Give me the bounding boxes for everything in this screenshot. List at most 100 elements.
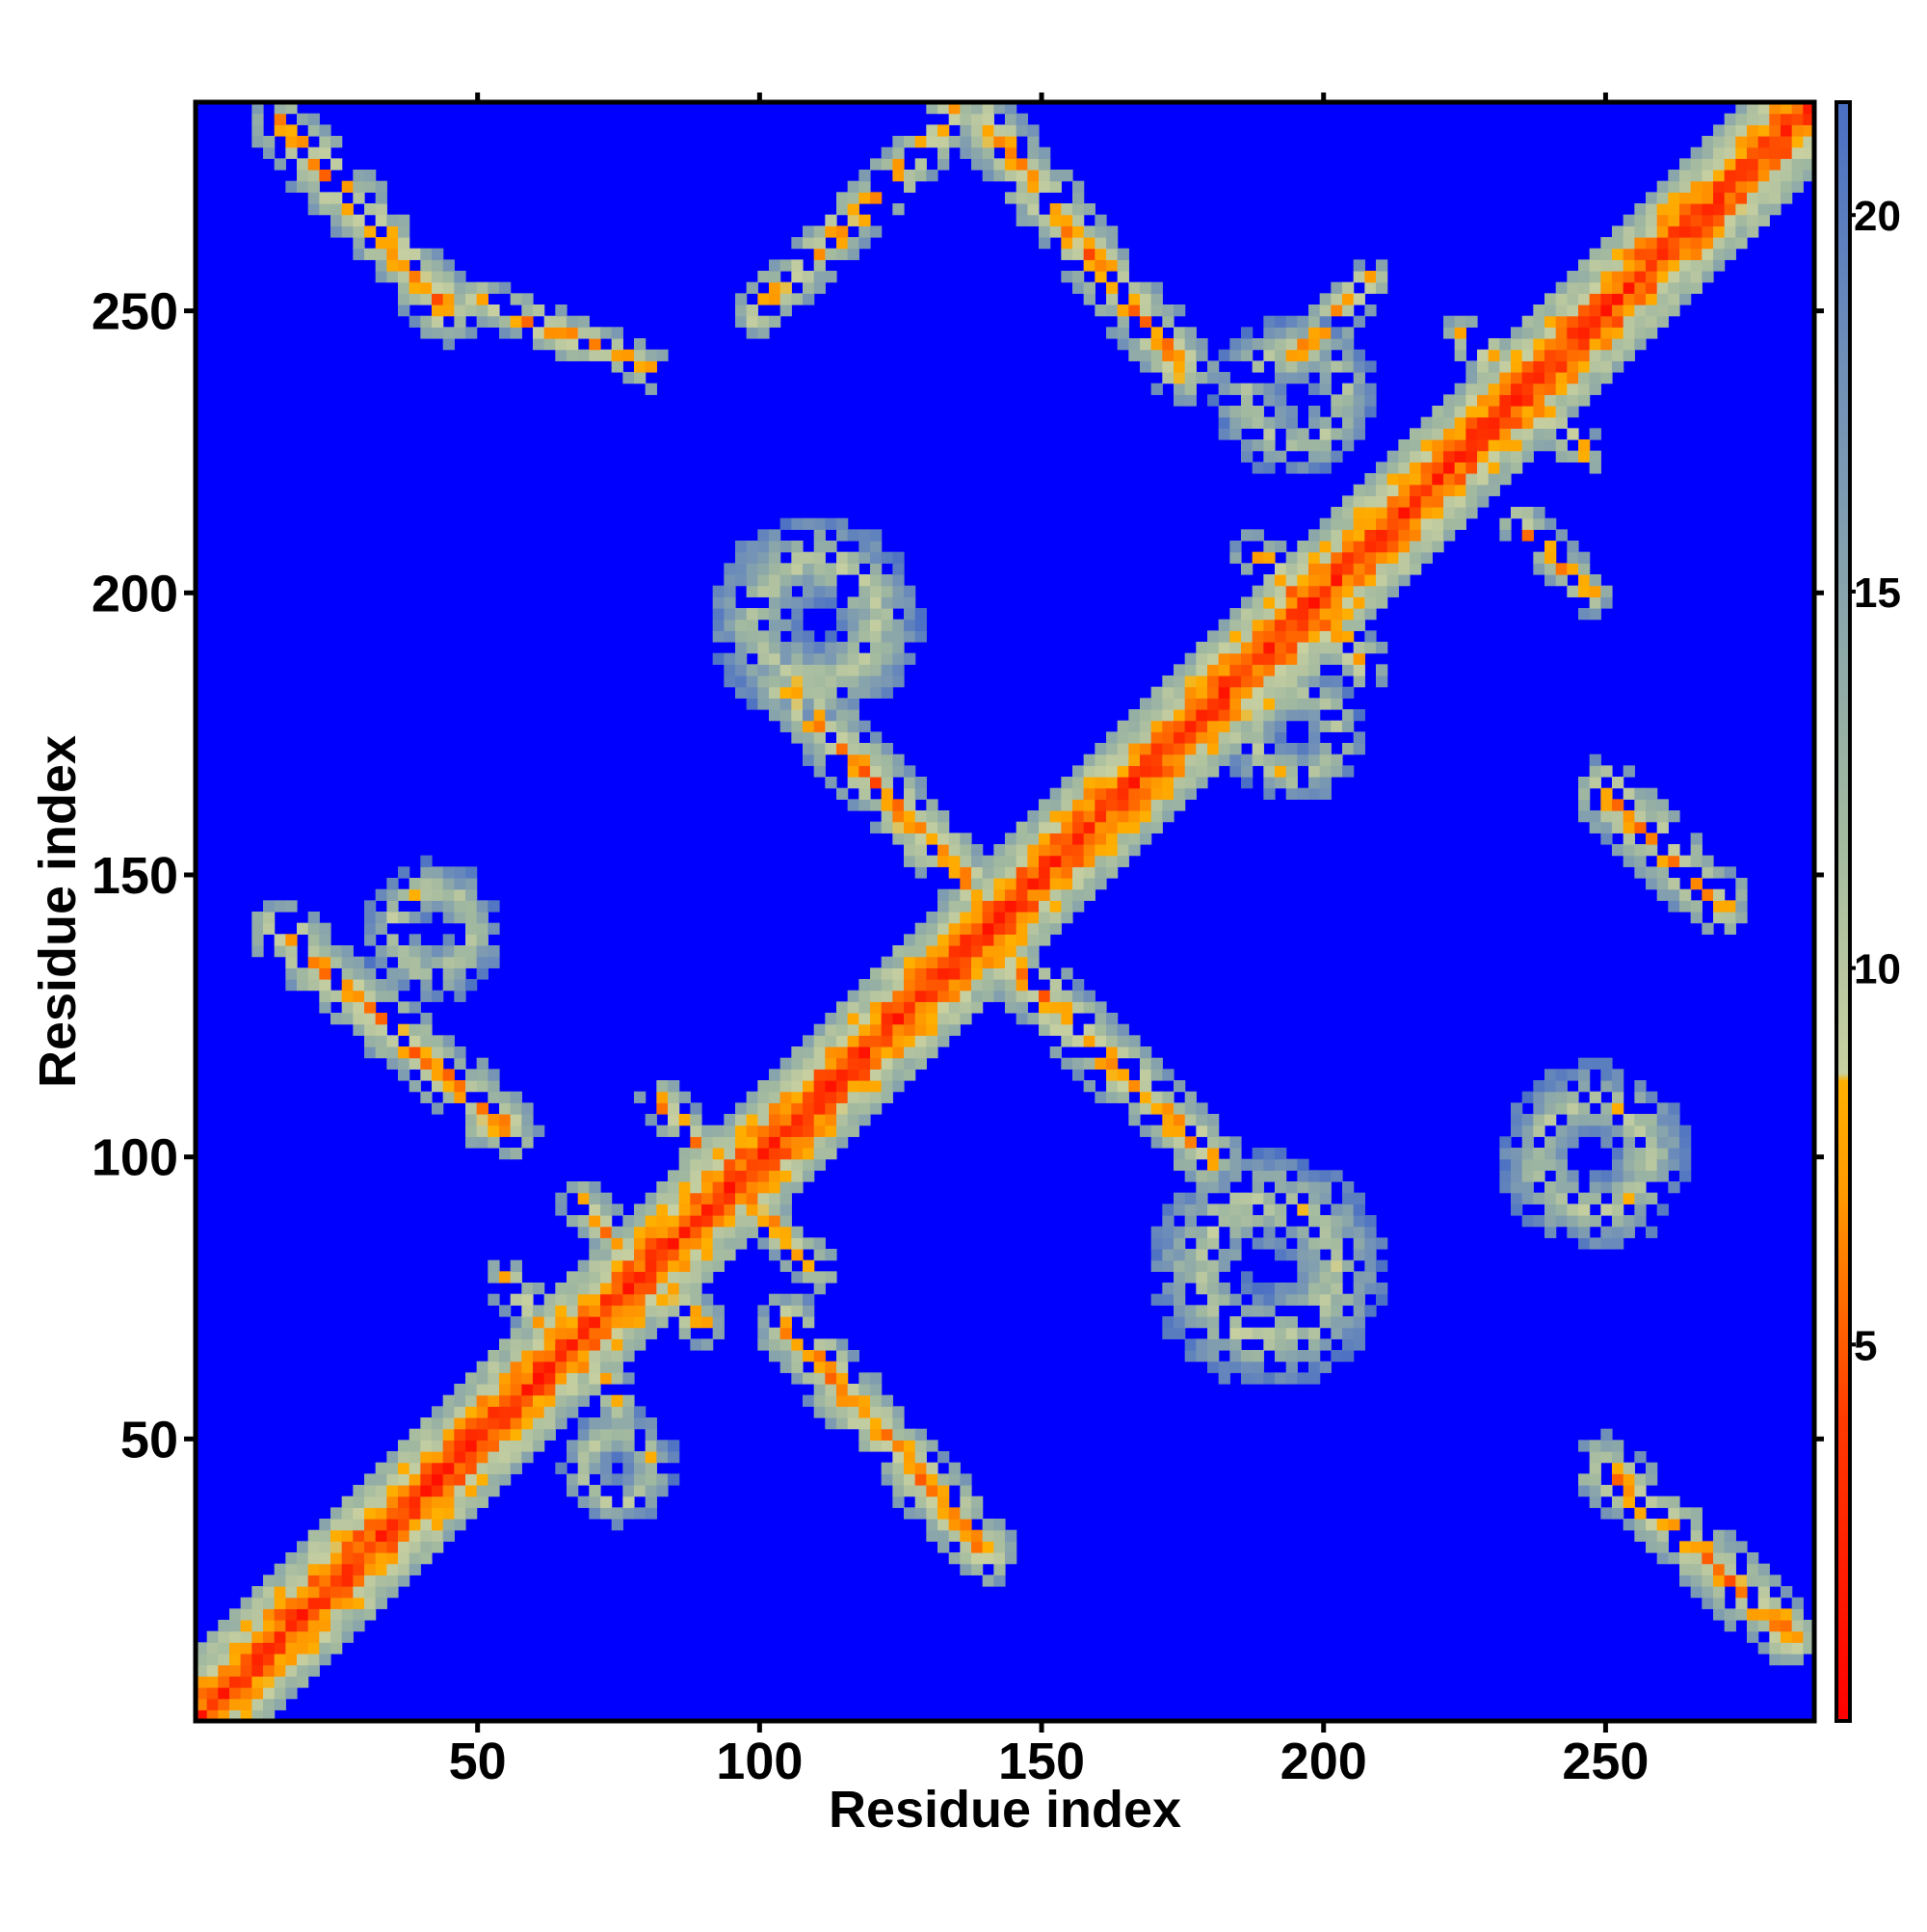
heatmap-cell (858, 225, 871, 238)
heatmap-cell (1544, 1114, 1557, 1126)
heatmap-cell (420, 866, 433, 879)
heatmap-cell (251, 1586, 264, 1599)
heatmap-cell (1162, 360, 1175, 373)
heatmap-cell (1162, 1114, 1175, 1126)
heatmap-cell (960, 1519, 972, 1531)
heatmap-cell (1465, 439, 1478, 452)
heatmap-cell (577, 1384, 590, 1396)
heatmap-cell (1241, 652, 1254, 665)
heatmap-cell (1747, 158, 1759, 171)
heatmap-cell (1533, 1102, 1545, 1115)
heatmap-cell (622, 1406, 635, 1418)
heatmap-cell (791, 1046, 804, 1059)
heatmap-cell (398, 1552, 410, 1565)
heatmap-cell (1544, 360, 1557, 373)
heatmap-cell (1174, 1136, 1186, 1149)
heatmap-cell (836, 743, 849, 755)
heatmap-cell (1713, 888, 1726, 901)
heatmap-cell (1285, 1283, 1298, 1295)
heatmap-cell (1567, 1114, 1579, 1126)
heatmap-cell (645, 1259, 657, 1272)
heatmap-cell (690, 1102, 702, 1115)
heatmap-cell (1398, 541, 1411, 553)
heatmap-cell (196, 1687, 208, 1700)
heatmap-cell (1454, 450, 1466, 463)
heatmap-cell (1690, 180, 1703, 193)
heatmap-cell (510, 1125, 522, 1137)
heatmap-cell (1229, 652, 1242, 665)
heatmap-cell (836, 664, 849, 676)
heatmap-cell (779, 1237, 792, 1250)
heatmap-cell (1319, 372, 1332, 384)
heatmap-cell (1049, 922, 1062, 935)
heatmap-cell (746, 608, 758, 621)
heatmap-cell (701, 1181, 714, 1194)
heatmap-cell (645, 1485, 657, 1497)
heatmap-cell (420, 1507, 433, 1520)
heatmap-cell (1398, 551, 1411, 564)
heatmap-cell (1612, 1440, 1624, 1452)
heatmap-cell (1398, 517, 1411, 530)
heatmap-cell (1420, 517, 1433, 530)
heatmap-cell (1039, 799, 1051, 811)
heatmap-cell (1016, 1013, 1028, 1025)
heatmap-cell (1690, 1575, 1703, 1587)
heatmap-cell (465, 1136, 478, 1149)
heatmap-cell (1252, 1170, 1264, 1182)
heatmap-cell (1353, 574, 1365, 587)
heatmap-cell (1005, 922, 1017, 935)
heatmap-cell (1308, 720, 1321, 732)
heatmap-cell (803, 1271, 815, 1284)
heatmap-cell (611, 1338, 623, 1351)
heatmap-cell (847, 1394, 859, 1407)
heatmap-cell (1386, 517, 1399, 530)
heatmap-cell (375, 912, 387, 924)
heatmap-cell (476, 1440, 488, 1452)
heatmap-cell (791, 541, 804, 553)
heatmap-cell (1511, 416, 1523, 429)
heatmap-cell (1589, 1215, 1601, 1228)
heatmap-cell (858, 1384, 871, 1396)
heatmap-cell (1285, 1350, 1298, 1363)
heatmap-cell (1342, 495, 1355, 508)
heatmap-cell (1342, 630, 1355, 643)
heatmap-cell (1465, 372, 1478, 384)
heatmap-cell (1297, 1283, 1309, 1295)
heatmap-cell (712, 585, 725, 597)
heatmap-cell (1634, 1080, 1647, 1093)
heatmap-cell (881, 146, 893, 159)
heatmap-cell (432, 945, 444, 958)
heatmap-cell (1600, 821, 1613, 834)
heatmap-cell (1297, 1327, 1309, 1339)
heatmap-cell (1477, 360, 1490, 373)
heatmap-cell (1117, 1023, 1129, 1036)
heatmap-cell (1578, 563, 1591, 575)
heatmap-cell (229, 1642, 242, 1654)
heatmap-cell (611, 1440, 623, 1452)
heatmap-cell (668, 1080, 680, 1093)
heatmap-cell (567, 1181, 579, 1194)
heatmap-cell (375, 1013, 387, 1025)
heatmap-cell (948, 1507, 961, 1520)
heatmap-cell (375, 1552, 387, 1565)
heatmap-cell (690, 1271, 702, 1284)
heatmap-cell (1465, 394, 1478, 407)
heatmap-cell (398, 956, 410, 968)
heatmap-cell (622, 1462, 635, 1474)
heatmap-cell (611, 349, 623, 361)
heatmap-cell (1521, 1215, 1534, 1228)
heatmap-cell (1072, 1035, 1085, 1047)
heatmap-cell (589, 1462, 601, 1474)
heatmap-cell (858, 743, 871, 755)
heatmap-cell (1353, 563, 1365, 575)
heatmap-cell (690, 1215, 702, 1228)
heatmap-cell (1443, 484, 1456, 496)
heatmap-cell (432, 1440, 444, 1452)
heatmap-cell (881, 990, 893, 1002)
heatmap-cell (1511, 1125, 1523, 1137)
heatmap-cell (1713, 1586, 1726, 1599)
heatmap-cell (263, 1620, 276, 1632)
heatmap-cell (1612, 1462, 1624, 1474)
heatmap-cell (229, 1664, 242, 1677)
heatmap-cell (1297, 1237, 1309, 1250)
